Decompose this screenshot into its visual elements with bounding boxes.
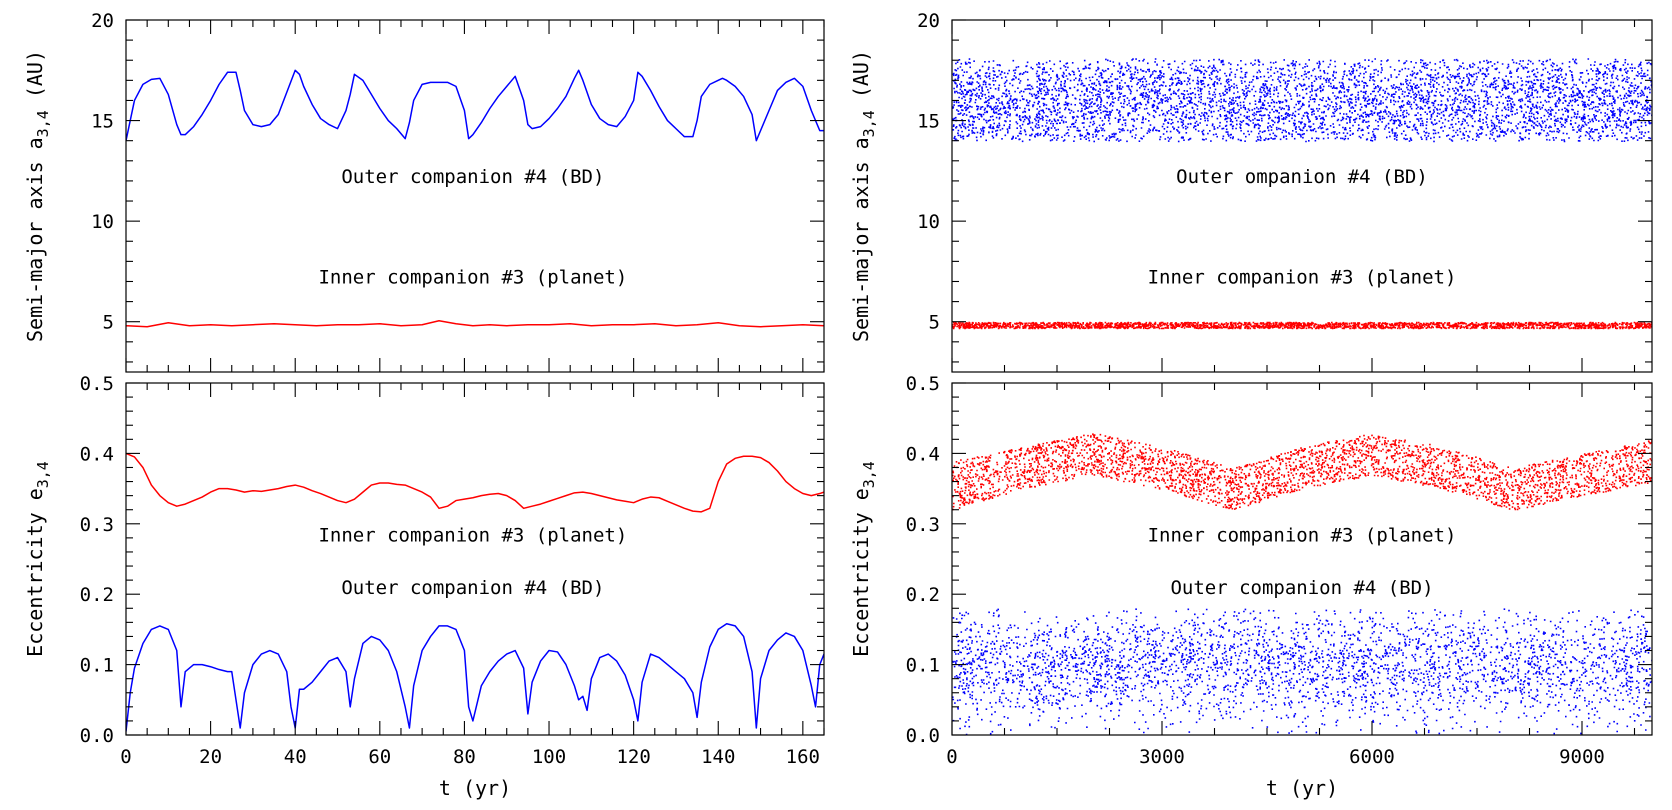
series-red	[952, 433, 1652, 511]
series-points	[952, 321, 1652, 330]
y-tick-label: 15	[91, 111, 114, 133]
plot-area	[952, 433, 1652, 735]
x-tick-label: 160	[786, 746, 820, 768]
ticks	[951, 382, 1652, 736]
panel-top-left: 5 10 15 20 Semi-major axis a3,4 (AU) Outer co…	[23, 10, 825, 373]
y-tick-label: 20	[917, 10, 940, 32]
y-axis-label-subscript: 3,4	[34, 461, 52, 488]
plot-area	[126, 452, 824, 732]
series-points	[952, 608, 1652, 735]
y-axis-label-subscript: 3,4	[34, 110, 52, 137]
y-tick-label: 0.5	[906, 373, 940, 395]
x-tick-label: 9000	[1559, 746, 1605, 768]
y-tick-label: 0.4	[80, 443, 114, 465]
y-tick-label: 10	[91, 211, 114, 233]
y-tick-label: 0.2	[906, 584, 940, 606]
series-line	[126, 69, 824, 142]
y-tick-label: 0.1	[80, 655, 114, 677]
ticks	[125, 382, 825, 736]
y-axis-label: Eccentricity e3,4	[849, 461, 878, 657]
y-tick-label: 0.4	[906, 443, 940, 465]
annotation: Inner companion #3 (planet)	[318, 266, 627, 288]
annotation: Inner companion #3 (planet)	[318, 524, 627, 546]
x-tick-label: 0	[120, 746, 131, 768]
ticks	[125, 19, 825, 372]
y-axis-label-main: Semi-major axis a	[23, 137, 47, 342]
y-tick-label: 0.3	[80, 514, 114, 536]
series-red	[952, 321, 1652, 330]
y-axis-label: Semi-major axis a3,4 (AU)	[849, 50, 878, 342]
y-axis-label-subscript: 3,4	[860, 110, 878, 137]
y-axis-label-unit: (AU)	[849, 50, 873, 110]
axes-frame	[125, 382, 825, 736]
series-blue	[126, 69, 824, 142]
x-axis-label: t (yr)	[1266, 776, 1338, 800]
series-points	[952, 58, 1652, 143]
plot-area	[126, 69, 824, 328]
x-tick-label: 100	[532, 746, 566, 768]
ticks	[951, 19, 1652, 372]
y-axis-label-main: Eccentricity e	[23, 488, 47, 657]
y-axis-label-main: Semi-major axis a	[849, 137, 873, 342]
series-line	[126, 319, 824, 328]
axes-frame	[125, 19, 825, 373]
x-tick-label: 3000	[1139, 746, 1185, 768]
series-red	[126, 319, 824, 328]
series-line	[126, 623, 824, 732]
series-line	[126, 452, 824, 513]
y-tick-label: 0.1	[906, 655, 940, 677]
y-axis-label: Semi-major axis a3,4 (AU)	[23, 50, 52, 342]
x-tick-label: 120	[616, 746, 650, 768]
x-tick-label: 0	[946, 746, 957, 768]
axes-frame	[951, 382, 1653, 736]
y-axis-label-unit: (AU)	[23, 50, 47, 110]
annotation: Inner companion #3 (planet)	[1148, 524, 1457, 546]
y-axis-label-main: Eccentricity e	[849, 488, 873, 657]
x-tick-label: 140	[701, 746, 735, 768]
annotation: Outer companion #4 (BD)	[341, 577, 604, 599]
x-tick-label: 60	[368, 746, 391, 768]
annotation: Outer companion #4 (BD)	[1170, 577, 1433, 599]
x-tick-label: 80	[453, 746, 476, 768]
series-blue	[952, 608, 1652, 735]
plot-area	[952, 58, 1652, 330]
annotation: Outer companion #4 (BD)	[341, 166, 604, 188]
y-tick-label: 10	[917, 211, 940, 233]
panel-top-right: 5 10 15 20 Semi-major axis a3,4 (AU) Outer om…	[849, 10, 1653, 373]
y-tick-label: 0.2	[80, 584, 114, 606]
y-axis-label: Eccentricity e3,4	[23, 461, 52, 657]
annotation: Inner companion #3 (planet)	[1148, 266, 1457, 288]
panel-bottom-right: 0.0 0.1 0.2 0.3 0.4 0.5 0 3000 6000 9000 t (yr) Ecc…	[849, 373, 1653, 800]
y-tick-label: 5	[103, 312, 114, 334]
y-tick-label: 0.0	[906, 725, 940, 747]
series-red	[126, 452, 824, 513]
axes-frame	[951, 19, 1653, 373]
x-axis-label: t (yr)	[439, 776, 511, 800]
series-points	[952, 433, 1652, 511]
x-tick-label: 40	[284, 746, 307, 768]
y-axis-label-subscript: 3,4	[860, 461, 878, 488]
annotation: Outer ompanion #4 (BD)	[1176, 166, 1428, 188]
panel-bottom-left: 0.0 0.1 0.2 0.3 0.4 0.5 0 20 40 60 80 100 120 140 160 t…	[23, 373, 825, 800]
y-tick-label: 0.3	[906, 514, 940, 536]
y-tick-label: 20	[91, 10, 114, 32]
y-tick-label: 15	[917, 111, 940, 133]
y-tick-label: 0.5	[80, 373, 114, 395]
y-tick-label: 5	[929, 312, 940, 334]
x-tick-label: 6000	[1349, 746, 1395, 768]
series-blue	[126, 623, 824, 732]
series-blue	[952, 58, 1652, 143]
y-tick-label: 0.0	[80, 725, 114, 747]
x-tick-label: 20	[199, 746, 222, 768]
